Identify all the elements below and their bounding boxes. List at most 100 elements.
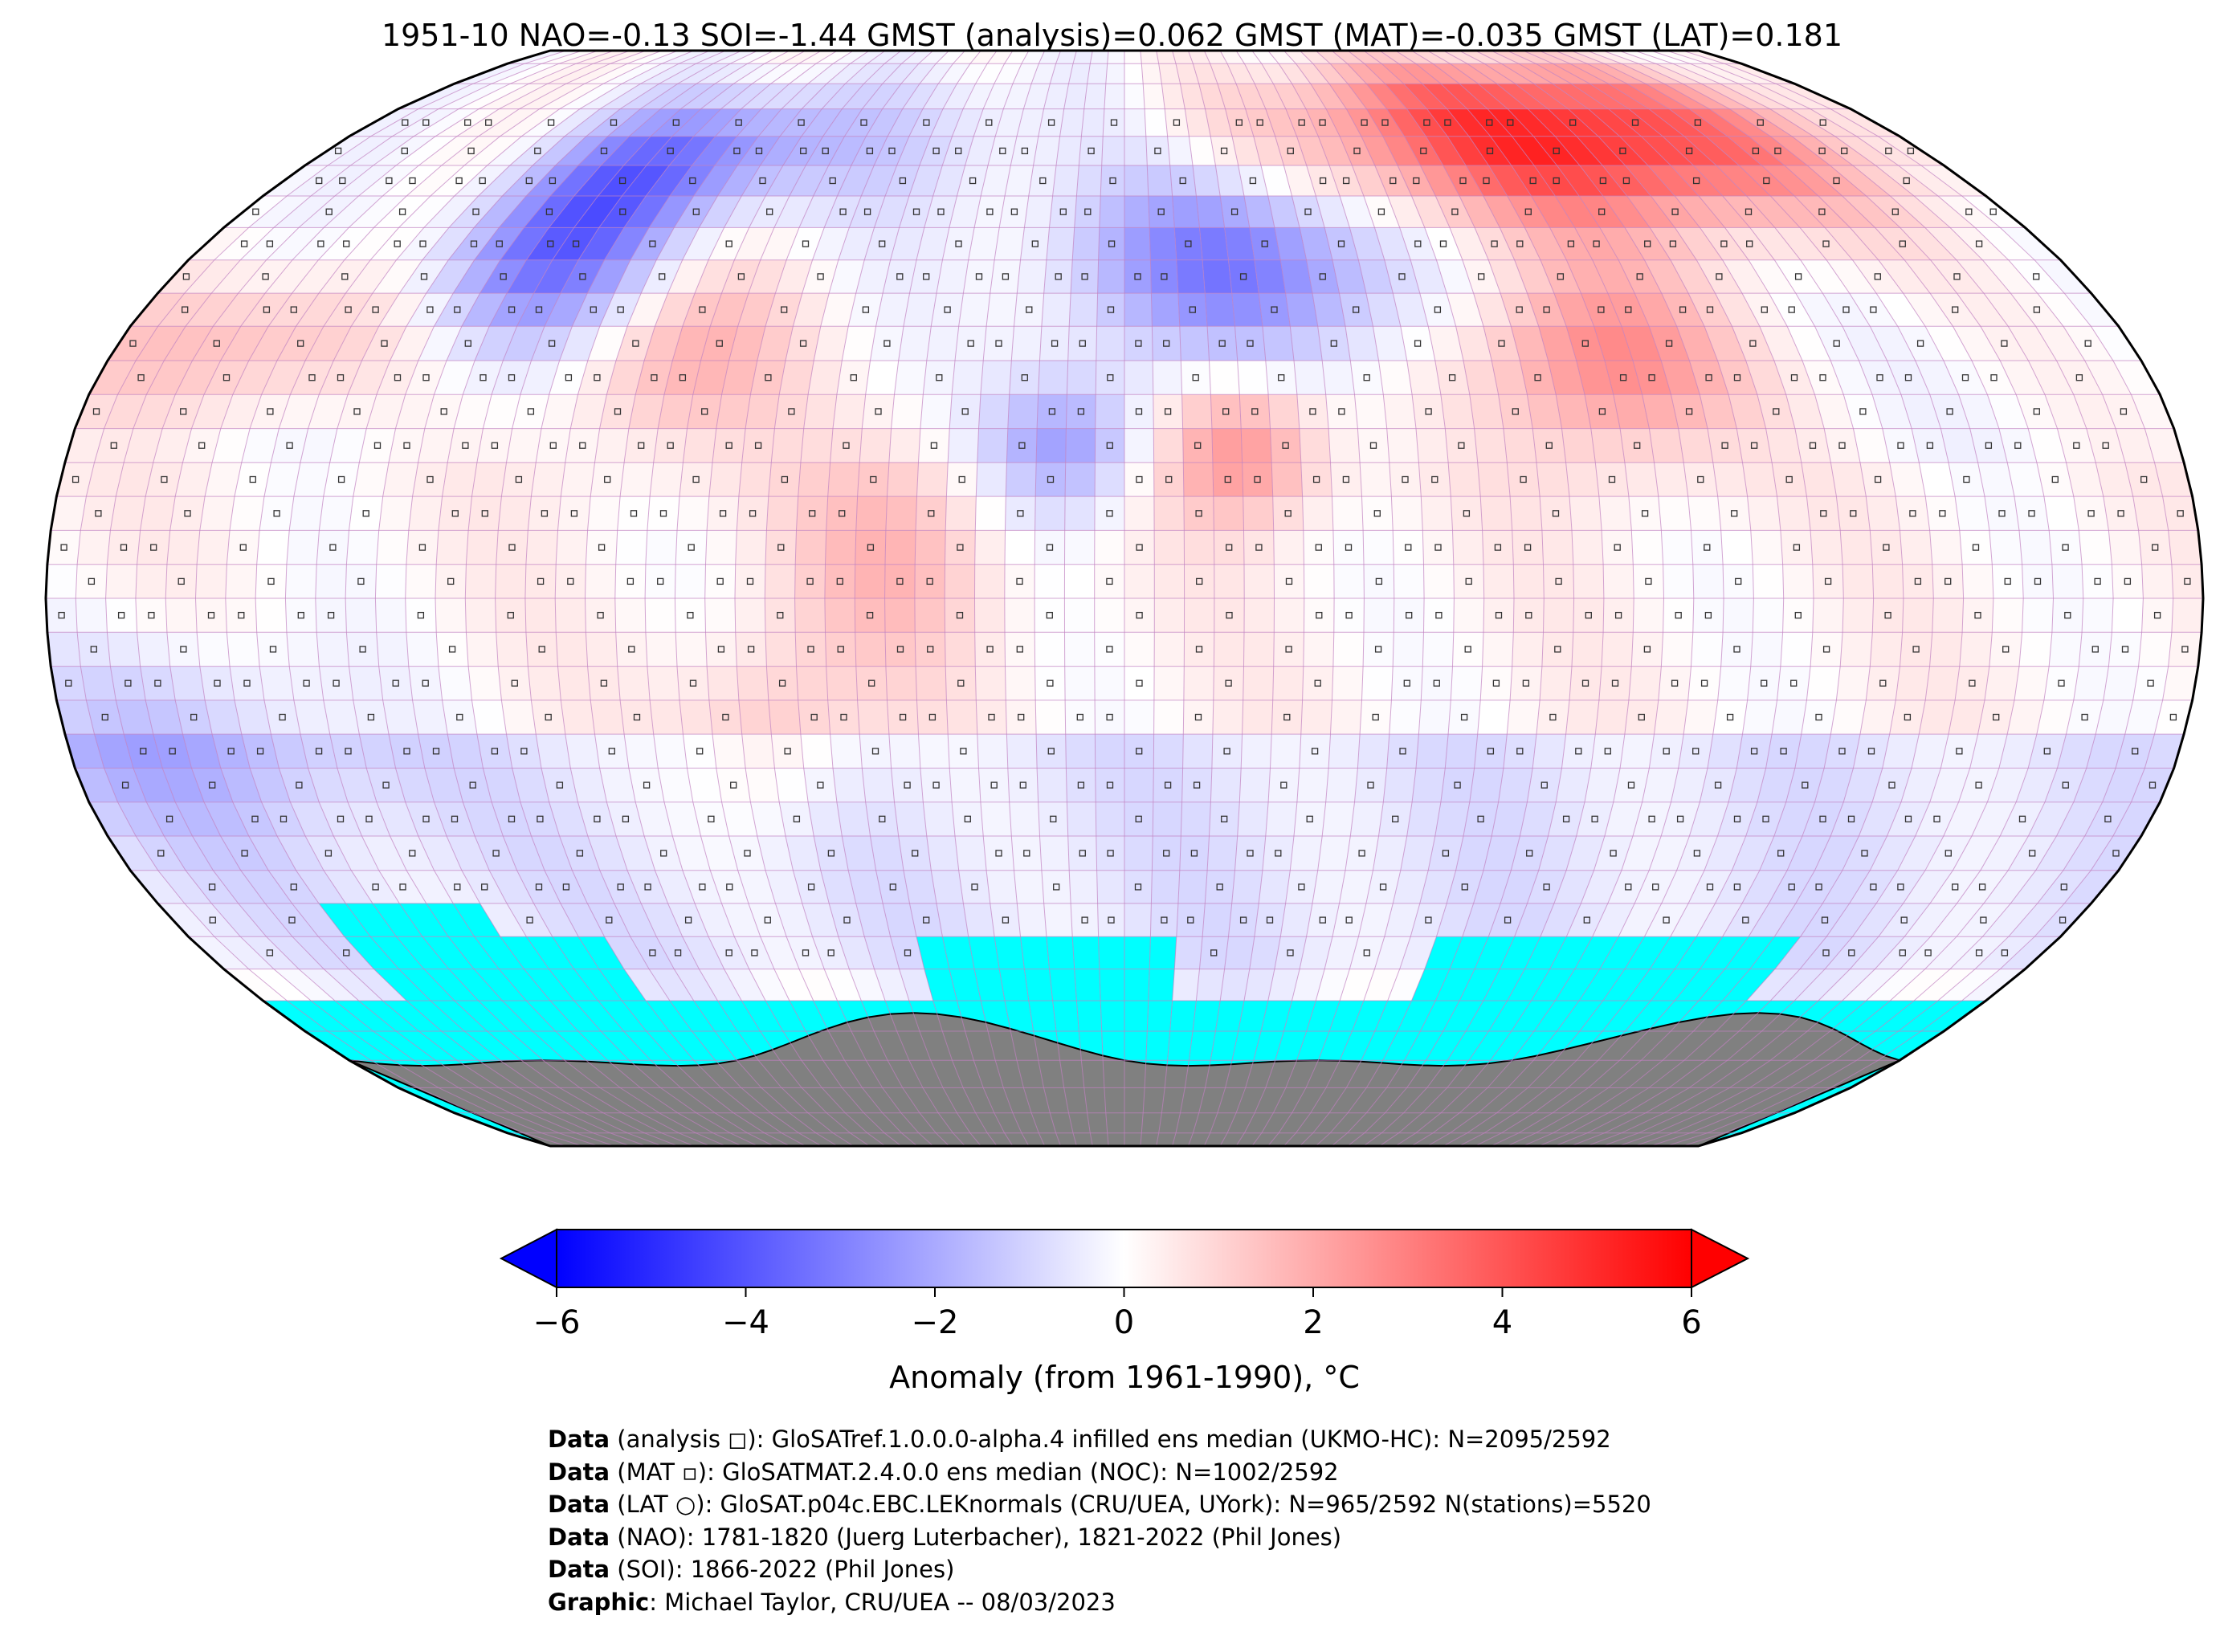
anomaly-cell (1363, 632, 1394, 667)
anomaly-cell (1244, 598, 1275, 633)
anomaly-cell (273, 969, 335, 1001)
anomaly-cell (737, 108, 782, 137)
anomaly-cell (1346, 108, 1383, 137)
anomaly-cell (1421, 666, 1453, 700)
anomaly-cell (820, 870, 856, 904)
anomaly-cell (1930, 259, 1984, 294)
anomaly-cell (1625, 227, 1671, 260)
anomaly-cell (1202, 259, 1232, 294)
anomaly-cell (1422, 632, 1454, 667)
anomaly-cell (814, 836, 849, 871)
anomaly-cell (1150, 259, 1178, 294)
anomaly-cell (361, 326, 407, 361)
anomaly-cell (1969, 734, 2008, 769)
anomaly-cell (795, 530, 826, 565)
anomaly-cell (1124, 870, 1153, 904)
anomaly-cell (1498, 768, 1533, 802)
anomaly-cell (528, 496, 561, 531)
anomaly-cell (2171, 598, 2203, 633)
anomaly-cell (1634, 293, 1677, 327)
anomaly-cell (116, 462, 153, 497)
anomaly-cell (760, 136, 802, 165)
anomaly-cell (585, 564, 616, 598)
anomaly-cell (117, 361, 165, 395)
anomaly-cell (1234, 326, 1266, 361)
anomaly-cell (204, 361, 249, 395)
anomaly-cell (680, 84, 734, 109)
anomaly-cell (836, 361, 871, 395)
anomaly-cell (829, 259, 865, 294)
anomaly-cell (1842, 969, 1900, 1001)
anomaly-cell (296, 870, 346, 904)
anomaly-cell (974, 632, 1006, 667)
anomaly-cell (1675, 196, 1725, 228)
anomaly-cell (1316, 969, 1350, 1001)
anomaly-cell (1261, 63, 1292, 84)
anomaly-cell (1785, 394, 1825, 429)
anomaly-cell (806, 136, 845, 165)
anomaly-cell (382, 700, 418, 735)
anomaly-cell (1527, 293, 1567, 327)
anomaly-cell (1009, 361, 1040, 395)
anomaly-cell (720, 84, 771, 109)
anomaly-cell (669, 136, 716, 165)
anomaly-cell (615, 632, 647, 667)
anomaly-cell (549, 196, 598, 228)
anomaly-cell (737, 496, 769, 531)
anomaly-cell (273, 196, 335, 228)
anomaly-cell (1274, 936, 1307, 969)
anomaly-cell (124, 428, 163, 463)
anomaly-cell (263, 165, 328, 196)
anomaly-cell (557, 666, 591, 700)
anomaly-cell (883, 903, 916, 937)
anomaly-cell (1687, 666, 1721, 700)
anomaly-cell (223, 969, 288, 1001)
anomaly-cell (1876, 870, 1925, 904)
anomaly-cell (888, 734, 920, 769)
anomaly-cell (1340, 196, 1375, 228)
anomaly-cell (1232, 136, 1261, 165)
anomaly-cell (279, 394, 320, 429)
anomaly-cell (1634, 51, 1691, 64)
anomaly-cell (829, 903, 865, 937)
anomaly-cell (395, 768, 435, 802)
anomaly-cell (1433, 63, 1479, 84)
anomaly-cell (1403, 84, 1447, 109)
anomaly-cell (390, 836, 435, 871)
anomaly-cell (268, 870, 319, 904)
anomaly-cell (240, 293, 292, 327)
anomaly-cell (1727, 136, 1785, 165)
anomaly-cell (448, 196, 503, 228)
anomaly-cell (499, 84, 566, 109)
anomaly-cell (1590, 734, 1625, 769)
anomaly-cell (942, 136, 974, 165)
anomaly-cell (1903, 293, 1953, 327)
anomaly-cell (299, 969, 359, 1001)
anomaly-cell (1185, 108, 1211, 137)
anomaly-cell (587, 836, 628, 871)
anomaly-cell (483, 394, 520, 429)
anomaly-cell (963, 903, 995, 937)
anomaly-cell (1364, 63, 1404, 84)
anomaly-cell (705, 632, 737, 667)
anomaly-cell (1576, 802, 1614, 836)
anomaly-cell (1404, 136, 1443, 165)
anomaly-cell (1801, 462, 1837, 497)
anomaly-cell (1395, 51, 1434, 64)
anomaly-cell (857, 700, 889, 735)
anomaly-cell (1154, 530, 1185, 565)
anomaly-cell (1566, 903, 1608, 937)
anomaly-cell (708, 936, 749, 969)
anomaly-cell (1014, 870, 1044, 904)
anomaly-cell (1693, 165, 1747, 196)
anomaly-cell (1066, 394, 1096, 429)
anomaly-cell (1503, 734, 1536, 769)
anomaly-cell (1148, 196, 1175, 228)
anomaly-cell (108, 326, 158, 361)
anomaly-cell (1332, 259, 1366, 294)
anomaly-cell (675, 598, 706, 633)
anomaly-cell (1860, 700, 1896, 735)
anomaly-cell (1124, 293, 1153, 327)
anomaly-cell (533, 903, 579, 937)
anomaly-cell (1641, 136, 1694, 165)
